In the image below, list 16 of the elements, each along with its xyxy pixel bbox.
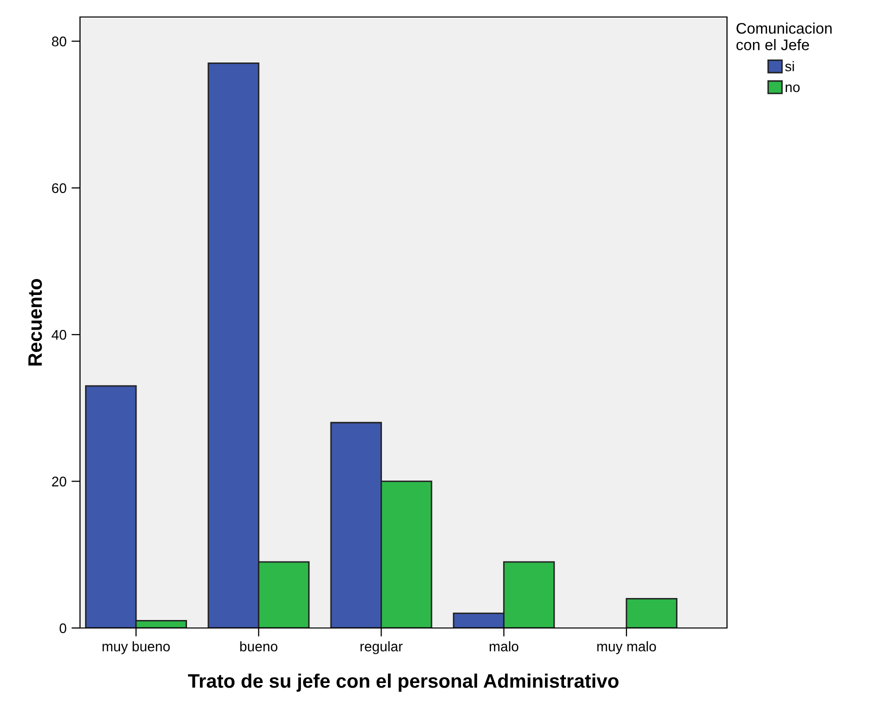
legend-title: Comunicacion con el Jefe — [736, 22, 832, 50]
x-axis-title: Trato de su jefe con el personal Administrativo — [188, 674, 618, 692]
y-tick-label: 20 — [52, 476, 66, 486]
y-tick-label: 60 — [52, 183, 66, 194]
bar — [626, 598, 678, 628]
legend-label: no — [786, 84, 800, 92]
x-tick-label: muy malo — [597, 641, 656, 654]
x-tick-label: malo — [490, 641, 518, 652]
x-tick-label: bueno — [240, 641, 278, 652]
y-axis-title: Recuento — [28, 278, 42, 366]
legend-label: si — [785, 61, 794, 72]
y-tick-label: 40 — [52, 330, 66, 340]
y-tick-label: 0 — [60, 623, 66, 634]
x-tick-label: regular — [360, 641, 403, 654]
x-tick-label: muy bueno — [102, 641, 170, 654]
y-tick-label: 80 — [52, 36, 66, 46]
